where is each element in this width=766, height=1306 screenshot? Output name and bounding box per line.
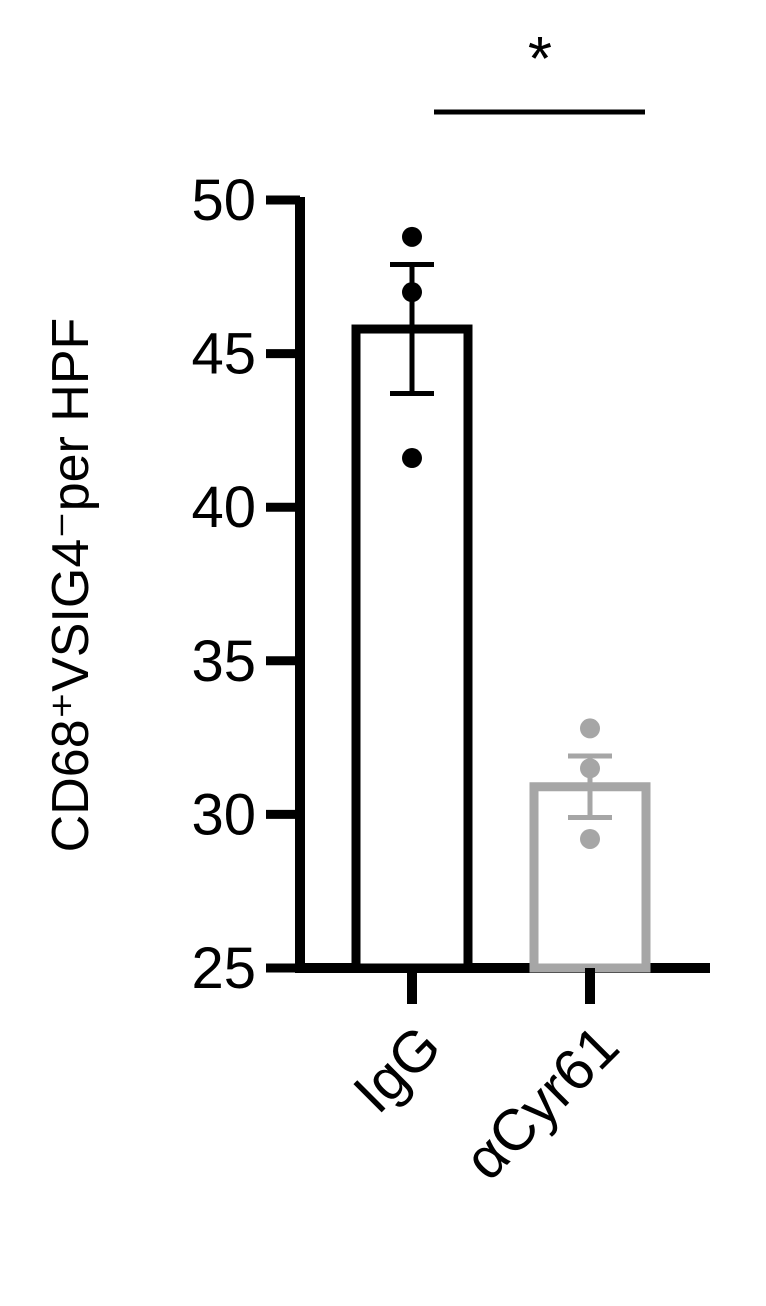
y-tick-label: 25 xyxy=(191,936,256,1001)
data-point xyxy=(580,718,600,739)
y-tick-label: 45 xyxy=(191,322,256,387)
data-point xyxy=(402,448,422,469)
data-point xyxy=(580,828,600,849)
significance-annotation: * xyxy=(434,25,645,115)
bars xyxy=(351,324,651,973)
significance-label: * xyxy=(528,25,552,94)
y-tick-label: 35 xyxy=(191,629,256,694)
data-points xyxy=(402,226,600,849)
y-axis-label: CD68⁺VSIG4⁻per HPF xyxy=(42,318,100,853)
x-tick-label: αCyr61 xyxy=(452,1013,631,1192)
bar-igg xyxy=(351,324,473,973)
x-tick-label: IgG xyxy=(341,1013,453,1125)
y-tick-label: 30 xyxy=(191,782,256,847)
y-tick-label: 40 xyxy=(191,475,256,540)
data-point xyxy=(402,282,422,303)
data-point xyxy=(580,758,600,779)
data-point xyxy=(402,226,422,247)
y-tick-label: 50 xyxy=(191,168,256,233)
y-ticks: 25 30 35 40 45 50 xyxy=(191,168,300,1001)
